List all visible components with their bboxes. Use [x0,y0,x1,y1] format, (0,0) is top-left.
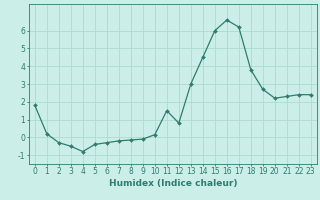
X-axis label: Humidex (Indice chaleur): Humidex (Indice chaleur) [108,179,237,188]
